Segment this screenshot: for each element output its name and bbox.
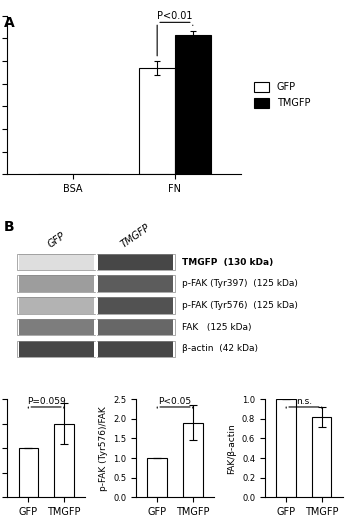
Text: TMGFP: TMGFP	[119, 223, 152, 250]
Bar	[276, 399, 296, 497]
Text: FAK   (125 kDa): FAK (125 kDa)	[182, 323, 251, 332]
Y-axis label: p-FAK (Tyr576)/FAK: p-FAK (Tyr576)/FAK	[99, 406, 107, 491]
Text: A: A	[4, 16, 14, 30]
Text: TMGFP  (130 kDa): TMGFP (130 kDa)	[182, 257, 273, 267]
Bar	[175, 35, 211, 174]
Bar	[147, 458, 167, 497]
Text: β-actin  (42 kDa): β-actin (42 kDa)	[182, 344, 258, 353]
Legend: GFP, TMGFP: GFP, TMGFP	[254, 82, 310, 108]
Bar	[312, 417, 331, 497]
Text: p-FAK (Tyr397)  (125 kDa): p-FAK (Tyr397) (125 kDa)	[182, 279, 298, 288]
Text: B: B	[4, 220, 14, 234]
Text: n.s.: n.s.	[296, 397, 312, 406]
Text: GFP: GFP	[46, 231, 67, 250]
Y-axis label: FAK/β-actin: FAK/β-actin	[228, 423, 236, 473]
Bar	[54, 424, 74, 497]
Text: P=0.059: P=0.059	[27, 397, 65, 406]
Text: P<0.01: P<0.01	[157, 11, 193, 21]
Bar	[183, 423, 203, 497]
Text: p-FAK (Tyr576)  (125 kDa): p-FAK (Tyr576) (125 kDa)	[182, 301, 298, 310]
Text: P<0.05: P<0.05	[159, 397, 191, 406]
Bar	[19, 448, 38, 497]
Bar	[139, 68, 175, 174]
